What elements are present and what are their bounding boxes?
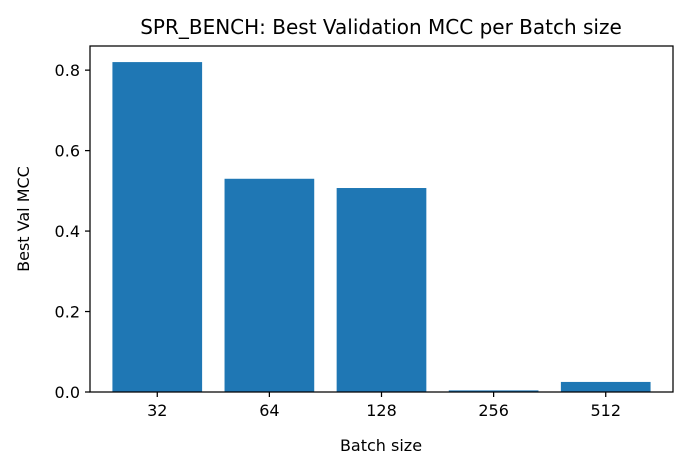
bar-256	[448, 390, 539, 392]
bar-128	[336, 188, 427, 392]
x-tick-label-32: 32	[147, 401, 167, 420]
y-tick-label-2: 0.4	[55, 222, 80, 241]
y-tick-label-4: 0.8	[55, 61, 80, 80]
x-tick-label-128: 128	[366, 401, 397, 420]
bar-32	[112, 62, 203, 393]
x-axis-label: Batch size	[340, 436, 422, 455]
x-tick-label-256: 256	[478, 401, 509, 420]
bars-group	[112, 62, 651, 393]
y-tick-label-1: 0.2	[55, 303, 80, 322]
x-tick-label-64: 64	[259, 401, 279, 420]
x-tick-label-512: 512	[590, 401, 621, 420]
y-axis-label: Best Val MCC	[14, 166, 33, 272]
y-tick-label-0: 0.0	[55, 383, 80, 402]
bar-512	[560, 381, 651, 392]
y-axis-ticks: 0.0 0.2 0.4 0.6 0.8	[55, 61, 90, 402]
bar-64	[224, 178, 315, 392]
chart-title: SPR_BENCH: Best Validation MCC per Batch…	[140, 15, 622, 39]
y-tick-label-3: 0.6	[55, 142, 80, 161]
x-axis-ticks: 32 64 128 256 512	[147, 392, 621, 420]
